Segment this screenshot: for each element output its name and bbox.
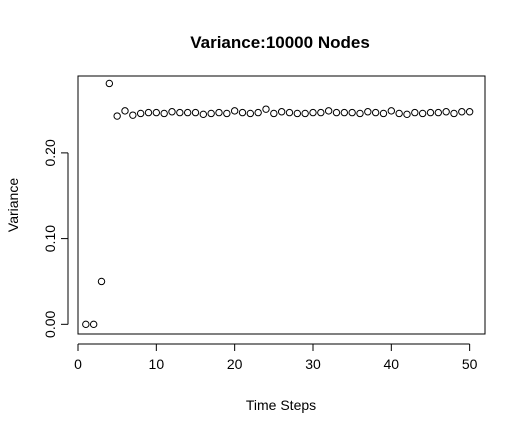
data-point: [176, 108, 184, 117]
data-point: [89, 320, 98, 329]
data-point: [426, 108, 435, 117]
y-tick-label: 0.00: [42, 310, 58, 337]
data-point: [199, 110, 208, 119]
data-point: [364, 108, 372, 116]
data-point: [395, 109, 403, 118]
data-point: [332, 108, 341, 117]
data-point: [121, 107, 129, 115]
data-point: [97, 277, 106, 286]
data-point: [293, 109, 302, 118]
y-tick-label: 0.20: [42, 139, 58, 166]
data-point: [285, 108, 294, 117]
plot-frame: [77, 75, 486, 335]
data-point: [82, 320, 90, 329]
data-point: [277, 108, 286, 116]
data-point: [183, 108, 192, 117]
data-point: [238, 108, 247, 117]
data-point: [254, 108, 262, 117]
chart-title: Variance:10000 Nodes: [190, 33, 370, 52]
data-point: [403, 110, 411, 119]
data-point: [246, 109, 255, 118]
x-tick-label: 50: [462, 356, 478, 372]
data-point: [152, 108, 161, 117]
data-point: [136, 109, 145, 118]
data-point: [450, 109, 458, 118]
data-point: [301, 109, 309, 118]
data-point: [105, 79, 114, 88]
data-points: [82, 79, 474, 329]
data-point: [160, 109, 168, 118]
data-point: [113, 112, 121, 120]
data-point: [371, 108, 380, 117]
x-axis-label: Time Steps: [246, 397, 316, 413]
data-point: [324, 107, 333, 115]
data-point: [379, 109, 388, 118]
data-point: [317, 108, 325, 117]
x-tick-label: 40: [384, 356, 400, 372]
y-axis: 0.00 0.10 0.20: [42, 139, 69, 338]
data-point: [387, 107, 396, 115]
data-point: [191, 108, 200, 117]
x-tick-label: 20: [227, 356, 243, 372]
x-tick-label: 30: [305, 356, 321, 372]
data-point: [434, 108, 443, 117]
data-point: [411, 108, 419, 117]
data-point: [262, 105, 270, 113]
x-tick-label: 0: [74, 356, 82, 372]
data-point: [215, 108, 223, 117]
data-point: [168, 108, 176, 116]
y-tick-label: 0.10: [42, 225, 58, 252]
x-tick-label: 10: [149, 356, 165, 372]
data-point: [270, 109, 278, 118]
data-point: [207, 109, 215, 118]
data-point: [144, 108, 153, 117]
data-point: [309, 108, 317, 117]
data-point: [348, 108, 356, 117]
y-axis-label: Variance: [5, 178, 21, 232]
data-point: [230, 107, 239, 115]
data-point: [458, 108, 466, 116]
x-axis: 0 10 20 30 40 50: [74, 343, 478, 372]
data-point: [356, 109, 364, 118]
data-point: [465, 108, 474, 116]
data-point: [442, 108, 450, 116]
data-point: [340, 108, 349, 117]
data-point: [129, 111, 137, 119]
data-point: [223, 109, 231, 118]
data-point: [418, 109, 427, 118]
